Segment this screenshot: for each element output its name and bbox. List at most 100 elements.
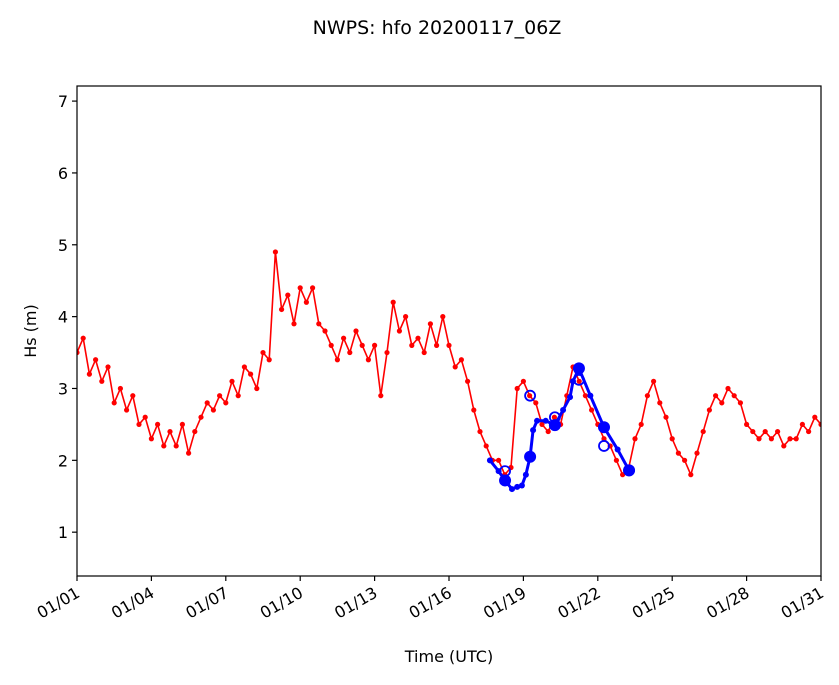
observed-point (403, 314, 409, 320)
observed-point (806, 428, 812, 435)
observed-point (421, 349, 427, 356)
observed-at-model-time-marker (548, 411, 561, 424)
observed-point (204, 400, 210, 406)
observed-point (105, 364, 111, 370)
observed-point (682, 457, 688, 463)
observed-point (124, 407, 130, 413)
model-point (508, 486, 515, 493)
plot-frame (76, 85, 822, 577)
y-axis-label: Hs (m) (21, 304, 40, 358)
observed-point (452, 364, 458, 370)
observed-point (551, 414, 558, 420)
observed-point (483, 443, 489, 449)
model-point (534, 417, 541, 424)
observed-point (93, 357, 99, 363)
observed-point (415, 335, 421, 341)
model-daily-point (524, 450, 537, 463)
observed-point (539, 421, 545, 428)
observed-point (241, 364, 247, 370)
y-tick-label: 4 (58, 308, 68, 327)
observed-point (316, 321, 322, 327)
observed-point (372, 342, 378, 348)
observed-point (210, 407, 216, 413)
observed-point (799, 421, 806, 428)
y-tick-label: 1 (58, 523, 68, 542)
x-tick-label: 01/04 (108, 583, 157, 623)
observed-point (812, 414, 818, 420)
observed-point (576, 378, 582, 384)
x-tick-label: 01/25 (629, 583, 678, 623)
model-daily-point (499, 474, 512, 487)
y-tick-label: 3 (58, 379, 68, 398)
observed-point (663, 414, 669, 420)
observed-point (775, 428, 781, 435)
observed-point (384, 349, 390, 356)
observed-point (217, 393, 223, 399)
observed-point (80, 335, 86, 341)
observed-point (347, 349, 353, 356)
model-point (542, 417, 549, 424)
observed-point (279, 306, 285, 313)
x-tick-label: 01/28 (703, 583, 752, 623)
observed-point (427, 321, 433, 327)
observed-at-model-time-marker (623, 464, 635, 477)
observed-point (272, 249, 278, 255)
observed-point (186, 450, 192, 456)
model-point (518, 482, 525, 489)
observed-point (669, 436, 675, 442)
x-tick-label: 01/13 (331, 583, 380, 623)
observed-point (390, 299, 396, 305)
observed-point (688, 472, 694, 478)
y-tick-label: 5 (58, 236, 68, 255)
observed-point (756, 436, 762, 442)
observed-at-model-time-marker (524, 389, 536, 402)
observed-point (657, 400, 663, 406)
model-point (567, 394, 574, 401)
observed-point (737, 400, 744, 406)
observed-point (161, 443, 167, 449)
observed-point (192, 428, 198, 435)
observed-point (291, 321, 297, 327)
observed-point (285, 292, 291, 298)
observed-point (297, 285, 303, 291)
observed-point (117, 385, 123, 392)
observed-point (750, 428, 756, 435)
model-point (522, 471, 529, 478)
observed-point (533, 400, 539, 406)
observed-point (235, 393, 241, 399)
observed-point (434, 342, 440, 348)
observed-point (651, 378, 657, 384)
observed-point (719, 400, 725, 406)
observed-point (582, 393, 589, 399)
x-tick-label: 01/22 (554, 583, 603, 623)
observed-point (179, 421, 185, 428)
x-tick-label: 01/10 (257, 583, 306, 623)
model-point (514, 483, 521, 490)
model-point (614, 446, 621, 453)
observed-point (111, 400, 117, 406)
observed-point (142, 414, 148, 420)
x-tick-label: 01/07 (182, 583, 231, 623)
observed-point (793, 436, 799, 442)
observed-point (675, 450, 682, 456)
observed-point (77, 349, 80, 356)
observed-point (818, 421, 821, 428)
observed-point (700, 428, 706, 435)
observed-point (465, 378, 471, 384)
observed-point (694, 450, 700, 456)
observed-point (254, 385, 260, 392)
observed-point (520, 378, 527, 384)
observed-point (136, 421, 142, 428)
observed-line (77, 251, 821, 478)
y-tick-label: 6 (58, 164, 68, 183)
observed-point (613, 457, 620, 463)
observed-point (601, 436, 607, 442)
model-point (530, 427, 537, 434)
observed-point (545, 428, 551, 435)
observed-point (310, 285, 316, 291)
observed-point (359, 342, 365, 348)
observed-point (458, 357, 464, 363)
observed-point (787, 436, 793, 442)
observed-point (130, 393, 136, 399)
